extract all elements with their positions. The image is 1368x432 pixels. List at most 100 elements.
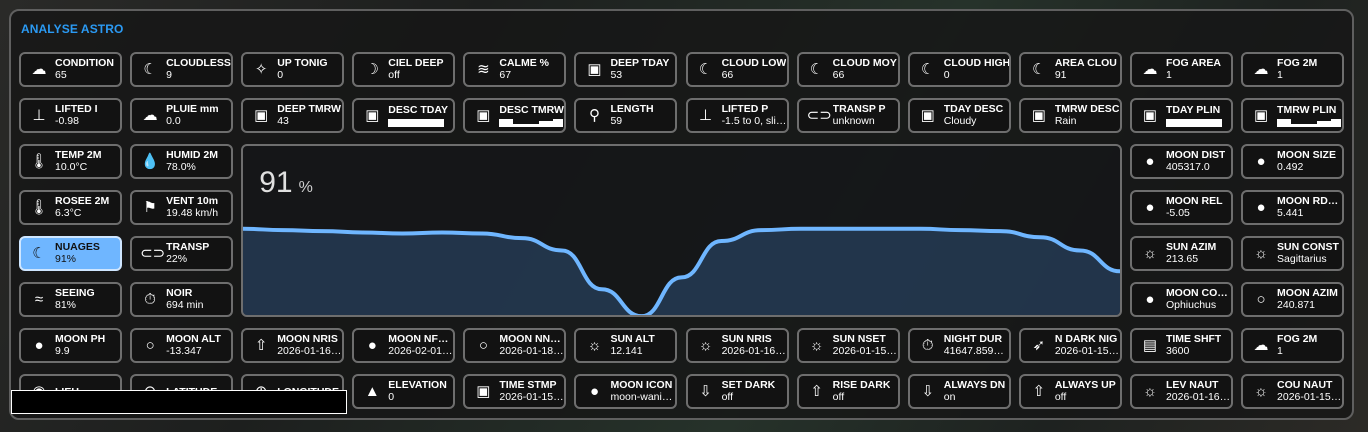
tile-time-stmp[interactable]: ▣ TIME STMP 2026-01-15… — [463, 374, 567, 409]
moon-new-icon: ○ — [478, 337, 488, 354]
night-cloud-icon: ☾ — [698, 61, 713, 78]
map-marker-path-icon: ⚲ — [588, 107, 600, 124]
tile-n-dark-nig[interactable]: ➶ N DARK NIG 2026-01-15… — [1018, 328, 1122, 363]
tile-lifted-p[interactable]: ⊥ LIFTED P -1.5 to 0, sli… — [685, 98, 789, 133]
tile-rosee-2m[interactable]: 🌡 ROSEE 2M 6.3°C — [19, 190, 122, 225]
tile-condition[interactable]: ☁ CONDITION 65 — [19, 52, 122, 87]
tile-label: SUN ALT — [610, 333, 655, 345]
tile-tmrw-plin[interactable]: ▣ TMRW PLIN — [1241, 98, 1345, 133]
nuages-history-chart[interactable]: 91% — [241, 144, 1122, 317]
tile-moon-alt[interactable]: ○ MOON ALT -13.347 — [130, 328, 234, 363]
tile-desc-tday[interactable]: ▣ DESC TDAY — [352, 98, 456, 133]
tile-label: TRANSP — [166, 241, 210, 253]
tile-label: MOON ICON — [610, 379, 673, 391]
sunset-icon: ☼ — [1254, 383, 1268, 400]
tile-text: NOIR 694 min — [166, 287, 203, 312]
tile-value: 41647.859… — [943, 345, 1004, 357]
tile-label: MOON DIST — [1165, 149, 1226, 161]
tile-always-dn[interactable]: ⇩ ALWAYS DN on — [907, 374, 1011, 409]
tile-pluie-mm[interactable]: ☁ PLUIE mm 0.0 — [130, 98, 234, 133]
tile-moon-size[interactable]: ● MOON SIZE 0.492 — [1241, 144, 1345, 179]
tile-fog-2m[interactable]: ☁ FOG 2M 1 — [1241, 52, 1345, 87]
tile-moon-azim[interactable]: ○ MOON AZIM 240.871 — [1241, 282, 1345, 317]
tile-text: TMRW PLIN — [1277, 104, 1342, 127]
moon-waning-icon: ● — [589, 383, 599, 400]
tile-noir[interactable]: ⏱ NOIR 694 min — [130, 282, 234, 317]
tile-rise-dark[interactable]: ⇧ RISE DARK off — [796, 374, 900, 409]
tile-tday-plin[interactable]: ▣ TDAY PLIN — [1129, 98, 1233, 133]
tile-moon-dist[interactable]: ● MOON DIST 405317.0 — [1129, 144, 1233, 179]
tile-area-clou[interactable]: ☾ AREA CLOU 91 — [1018, 52, 1122, 87]
tile-value: 5.441 — [1277, 207, 1304, 219]
tile-temp-2m[interactable]: 🌡 TEMP 2M 10.0°C — [19, 144, 122, 179]
tile-moon-rel[interactable]: ● MOON REL -5.05 — [1129, 190, 1233, 225]
tile-moon-nf[interactable]: ● MOON NF… 2026-02-01… — [352, 328, 456, 363]
tile-sun-nset[interactable]: ☼ SUN NSET 2026-01-15… — [796, 328, 900, 363]
tile-label: MOON PH — [55, 333, 106, 345]
tile-ciel-deep[interactable]: ☽ CIEL DEEP off — [352, 52, 456, 87]
tile-fog-2m[interactable]: ☁ FOG 2M 1 — [1241, 328, 1345, 363]
tile-moon-ph[interactable]: ● MOON PH 9.9 — [19, 328, 122, 363]
tile-moon-nris[interactable]: ⇧ MOON NRIS 2026-01-16… — [241, 328, 345, 363]
tile-sun-alt[interactable]: ☼ SUN ALT 12.141 — [574, 328, 678, 363]
tile-label: ELEVATION — [388, 379, 447, 391]
tile-text: LENGTH 59 — [610, 103, 653, 128]
tile-cloudless[interactable]: ☾ CLOUDLESS 9 — [130, 52, 234, 87]
tile-tmrw-desc[interactable]: ▣ TMRW DESC Rain — [1018, 98, 1122, 133]
chart-unit: % — [298, 179, 313, 196]
tile-moon-co[interactable]: ● MOON CO… Ophiuchus — [1129, 282, 1233, 317]
tile-value: 81% — [55, 299, 77, 311]
tile-desc-tmrw[interactable]: ▣ DESC TMRW — [463, 98, 567, 133]
tile-fog-area[interactable]: ☁ FOG AREA 1 — [1129, 52, 1233, 87]
tile-always-up[interactable]: ⇧ ALWAYS UP off — [1018, 374, 1122, 409]
tile-label: LENGTH — [610, 103, 654, 115]
tile-text: MOON NN… 2026-01-18… — [499, 333, 563, 358]
tile-night-dur[interactable]: ⏱ NIGHT DUR 41647.859… — [907, 328, 1011, 363]
tile-moon-rd[interactable]: ● MOON RD… 5.441 — [1241, 190, 1345, 225]
tile-seeing[interactable]: ≈ SEEING 81% — [19, 282, 122, 317]
cloud-snow-icon: ☁ — [31, 61, 47, 78]
tile-calme[interactable]: ≋ CALME % 67 — [463, 52, 567, 87]
tile-set-dark[interactable]: ⇩ SET DARK off — [685, 374, 789, 409]
tile-cou-naut[interactable]: ☼ COU NAUT 2026-01-15… — [1241, 374, 1345, 409]
tile-label: SEEING — [55, 287, 95, 299]
tile-moon-icon[interactable]: ● MOON ICON moon-wani… — [574, 374, 678, 409]
tile-cloud-low[interactable]: ☾ CLOUD LOW 66 — [685, 52, 789, 87]
fog-icon: ☁ — [1142, 61, 1158, 78]
tile-deep-tday[interactable]: ▣ DEEP TDAY 53 — [574, 52, 678, 87]
tile-value: 2026-01-16… — [1165, 391, 1231, 403]
tile-tday-desc[interactable]: ▣ TDAY DESC Cloudy — [907, 98, 1011, 133]
tile-humid-2m[interactable]: 💧 HUMID 2M 78.0% — [130, 144, 234, 179]
tile-label: NUAGES — [55, 241, 100, 253]
tile-text: N DARK NIG 2026-01-15… — [1055, 333, 1119, 358]
tile-sun-nris[interactable]: ☼ SUN NRIS 2026-01-16… — [685, 328, 789, 363]
tile-transp[interactable]: ⊂⊃ TRANSP 22% — [130, 236, 234, 271]
tile-value: 3600 — [1165, 345, 1190, 357]
tile-up-tonig[interactable]: ✧ UP TONIG 0 — [241, 52, 345, 87]
mountains-icon: ▲ — [364, 383, 380, 400]
tile-text: ALWAYS UP off — [1055, 379, 1116, 404]
night-cloud-icon: ☾ — [809, 61, 824, 78]
tile-label: ALWAYS UP — [1054, 379, 1116, 391]
tile-label: MOON RD… — [1277, 195, 1339, 207]
tile-deep-tmrw[interactable]: ▣ DEEP TMRW 43 — [241, 98, 345, 133]
calendar-star-icon: ▣ — [1253, 107, 1269, 124]
tile-sun-azim[interactable]: ☼ SUN AZIM 213.65 — [1129, 236, 1233, 271]
tile-lev-naut[interactable]: ☼ LEV NAUT 2026-01-16… — [1129, 374, 1233, 409]
tile-elevation[interactable]: ▲ ELEVATION 0 — [352, 374, 456, 409]
tile-label: UP TONIG — [277, 57, 328, 69]
tile-length[interactable]: ⚲ LENGTH 59 — [574, 98, 678, 133]
tile-sun-const[interactable]: ☼ SUN CONST Sagittarius — [1241, 236, 1345, 271]
tile-time-shft[interactable]: ▤ TIME SHFT 3600 — [1129, 328, 1233, 363]
tile-cloud-moy[interactable]: ☾ CLOUD MOY 66 — [796, 52, 900, 87]
tile-moon-nn[interactable]: ○ MOON NN… 2026-01-18… — [463, 328, 567, 363]
tile-label: CLOUD LOW — [721, 57, 787, 69]
tile-lifted-i[interactable]: ⊥ LIFTED I -0.98 — [19, 98, 122, 133]
tile-nuages[interactable]: ☾ NUAGES 91% — [19, 236, 122, 271]
timer-play-icon: ⏱ — [144, 291, 156, 308]
tile-cloud-high[interactable]: ☾ CLOUD HIGH 0 — [907, 52, 1011, 87]
tile-vent-10m[interactable]: ⚑ VENT 10m 19.48 km/h — [130, 190, 234, 225]
tile-text: TMRW DESC Rain — [1055, 103, 1120, 128]
tile-text: MOON REL -5.05 — [1166, 195, 1223, 220]
